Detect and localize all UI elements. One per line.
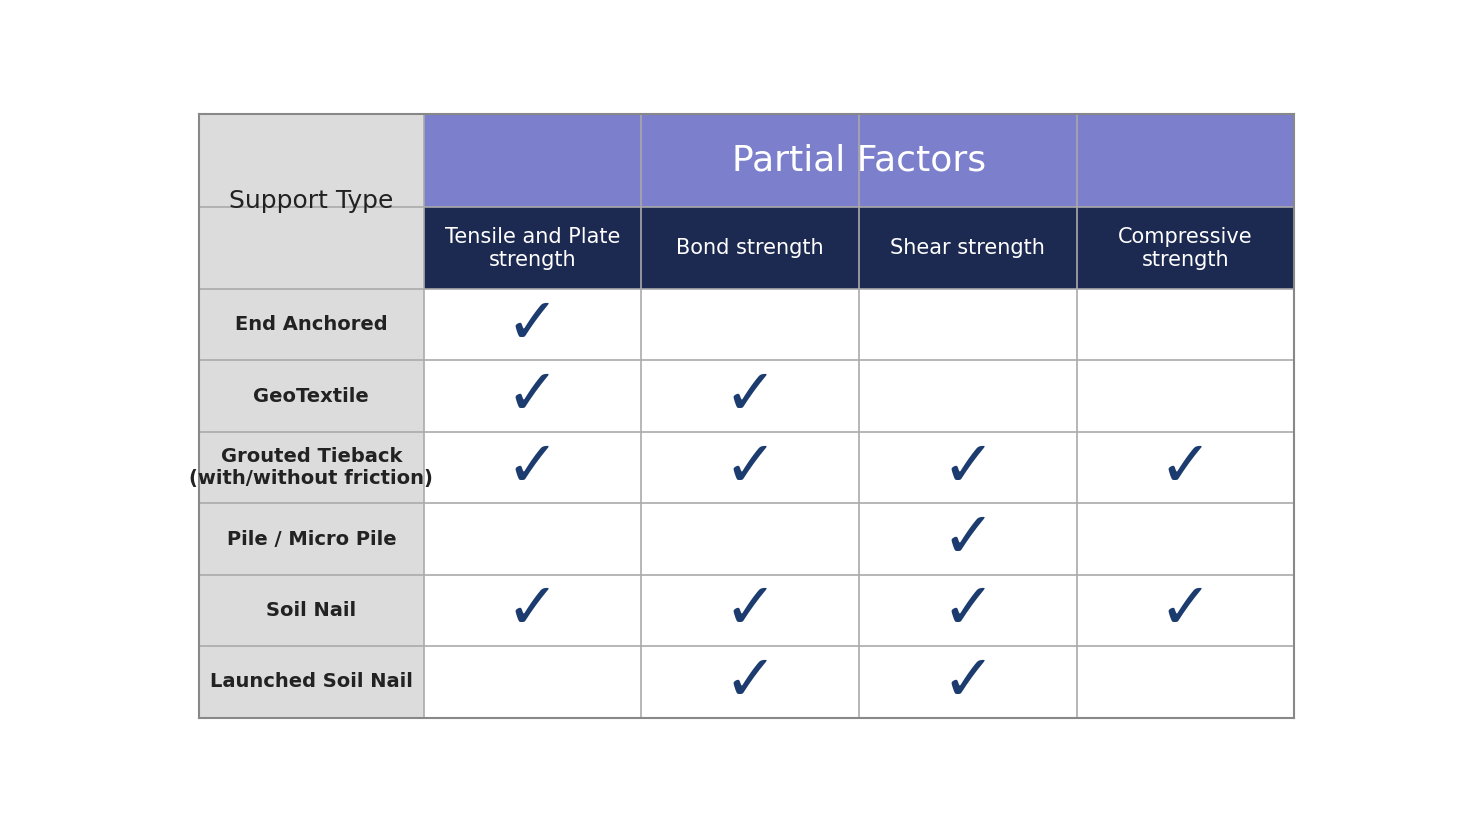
Polygon shape (1077, 289, 1294, 360)
Polygon shape (1077, 432, 1294, 503)
Text: Tensile and Plate
strength: Tensile and Plate strength (444, 226, 621, 270)
Text: ✓: ✓ (723, 436, 777, 498)
Text: GeoTextile: GeoTextile (254, 386, 369, 405)
Polygon shape (641, 646, 860, 717)
Polygon shape (1077, 646, 1294, 717)
Polygon shape (860, 289, 1077, 360)
Polygon shape (424, 646, 641, 717)
Polygon shape (1077, 208, 1294, 289)
Text: ✓: ✓ (506, 365, 559, 427)
Polygon shape (860, 503, 1077, 575)
Text: ✓: ✓ (506, 293, 559, 355)
Polygon shape (200, 432, 424, 503)
Polygon shape (1077, 575, 1294, 646)
Polygon shape (424, 432, 641, 503)
Polygon shape (200, 208, 424, 289)
Text: Soil Nail: Soil Nail (267, 601, 357, 620)
Polygon shape (424, 575, 641, 646)
Polygon shape (424, 114, 1294, 208)
Polygon shape (860, 646, 1077, 717)
Polygon shape (424, 208, 641, 289)
Polygon shape (860, 432, 1077, 503)
Text: ✓: ✓ (723, 579, 777, 641)
Polygon shape (424, 289, 641, 360)
Polygon shape (860, 575, 1077, 646)
Polygon shape (641, 208, 860, 289)
Text: Bond strength: Bond strength (676, 238, 825, 258)
Text: ✓: ✓ (723, 365, 777, 427)
Text: ✓: ✓ (723, 651, 777, 713)
Polygon shape (200, 360, 424, 432)
Polygon shape (200, 289, 424, 360)
Text: ✓: ✓ (941, 579, 995, 641)
Polygon shape (860, 208, 1077, 289)
Polygon shape (641, 575, 860, 646)
Polygon shape (1077, 360, 1294, 432)
Text: ✓: ✓ (941, 508, 995, 570)
Polygon shape (641, 503, 860, 575)
Polygon shape (200, 503, 424, 575)
Polygon shape (424, 503, 641, 575)
Text: End Anchored: End Anchored (235, 315, 388, 334)
Polygon shape (200, 114, 424, 208)
Text: ✓: ✓ (941, 436, 995, 498)
Polygon shape (641, 432, 860, 503)
Polygon shape (641, 360, 860, 432)
Polygon shape (641, 289, 860, 360)
Text: Shear strength: Shear strength (890, 238, 1045, 258)
Polygon shape (424, 360, 641, 432)
Text: ✓: ✓ (941, 651, 995, 713)
Polygon shape (1077, 503, 1294, 575)
Polygon shape (860, 360, 1077, 432)
Text: Grouted Tieback
(with/without friction): Grouted Tieback (with/without friction) (189, 447, 433, 488)
Polygon shape (200, 575, 424, 646)
Text: ✓: ✓ (506, 436, 559, 498)
Text: Support Type: Support Type (229, 190, 393, 213)
Text: ✓: ✓ (506, 579, 559, 641)
Text: ✓: ✓ (1158, 436, 1212, 498)
Text: ✓: ✓ (1158, 579, 1212, 641)
Text: Pile / Micro Pile: Pile / Micro Pile (226, 529, 396, 548)
Polygon shape (200, 646, 424, 717)
Text: Partial Factors: Partial Factors (731, 144, 986, 177)
Text: Compressive
strength: Compressive strength (1118, 226, 1253, 270)
Text: Launched Soil Nail: Launched Soil Nail (210, 672, 412, 691)
